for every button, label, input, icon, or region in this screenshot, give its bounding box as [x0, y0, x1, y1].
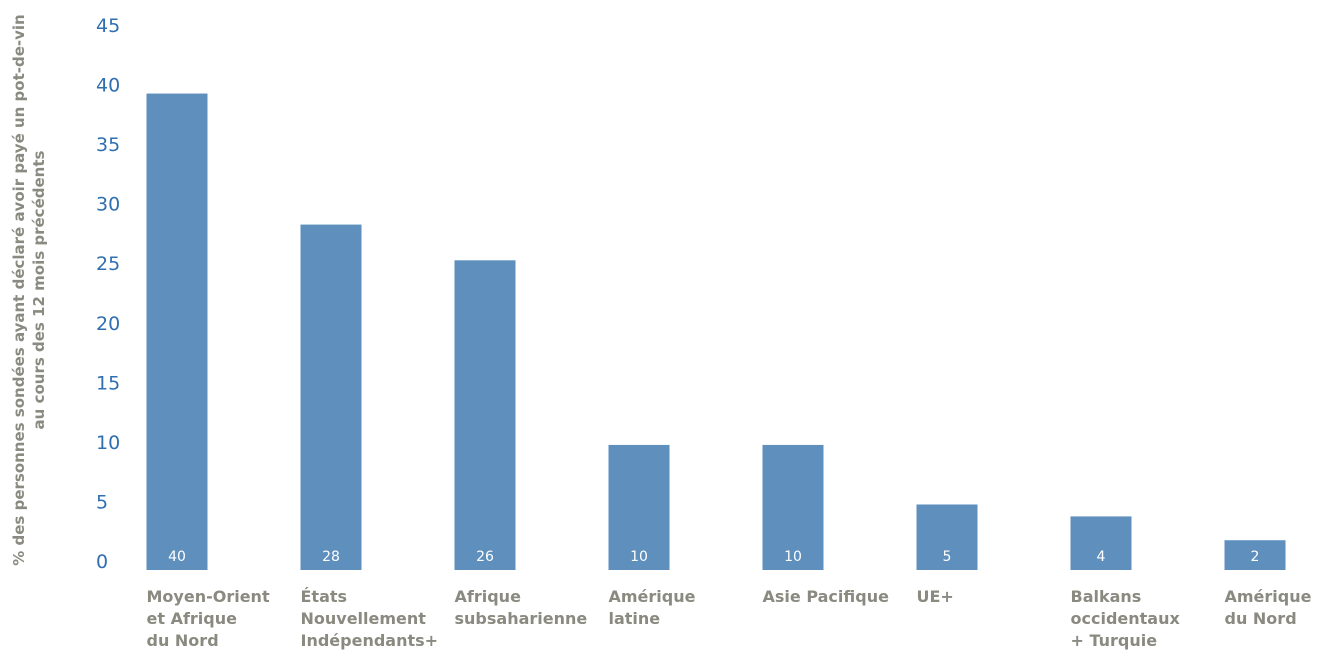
- bar-value-label: 10: [784, 549, 802, 565]
- category-label-line: latine: [609, 609, 661, 628]
- bar-value-label: 26: [476, 549, 494, 565]
- category-label: Balkans occidentaux + Turquie: [1071, 587, 1181, 650]
- bar: [762, 444, 824, 570]
- bar-value-label: 5: [943, 549, 952, 565]
- category-label-line: occidentaux: [1071, 609, 1181, 628]
- y-tick-label: 0: [96, 551, 108, 573]
- category-label-line: du Nord: [147, 631, 219, 650]
- bar: [146, 93, 208, 571]
- category-label-line: Asie Pacifique: [763, 587, 890, 606]
- category-label-line: + Turquie: [1071, 631, 1158, 650]
- category-label-line: du Nord: [1225, 609, 1297, 628]
- y-tick-label: 5: [96, 491, 108, 513]
- category-label-line: subsaharienne: [455, 609, 588, 628]
- category-label: Amérique du Nord: [1225, 587, 1312, 628]
- bar: [916, 504, 978, 570]
- y-tick-label: 10: [96, 432, 120, 454]
- bar-value-label: 40: [168, 549, 186, 565]
- y-tick-label: 45: [96, 15, 120, 37]
- category-label: Moyen-Orient et Afrique du Nord: [147, 587, 270, 650]
- bar-value-label: 10: [630, 549, 648, 565]
- y-tick-label: 30: [96, 194, 120, 216]
- data-labels: 40 28 26 10 10 5 4 2: [168, 549, 1259, 565]
- y-tick-label: 35: [96, 134, 120, 156]
- category-label-line: Indépendants+: [301, 631, 439, 650]
- category-label-line: Afrique: [455, 587, 522, 606]
- category-label-line: Amérique: [609, 587, 696, 606]
- y-axis-title-line: au cours des 12 mois précédents: [30, 150, 48, 429]
- category-label-line: États: [301, 587, 348, 606]
- category-label: Asie Pacifique: [763, 587, 890, 606]
- category-label-line: Amérique: [1225, 587, 1312, 606]
- category-label-line: Moyen-Orient: [147, 587, 270, 606]
- y-tick-label: 15: [96, 372, 120, 394]
- bar: [300, 224, 362, 571]
- y-axis-title-line: % des personnes sondées ayant déclaré av…: [10, 14, 28, 565]
- category-label-line: Nouvellement: [301, 609, 427, 628]
- category-label-line: UE+: [917, 587, 954, 606]
- bar: [608, 444, 670, 570]
- bar-value-label: 28: [322, 549, 340, 565]
- y-tick-label: 25: [96, 253, 120, 275]
- category-label: Afrique subsaharienne: [455, 587, 588, 628]
- category-label: UE+: [917, 587, 954, 606]
- y-axis-label: % des personnes sondées ayant déclaré av…: [10, 14, 48, 565]
- y-tick-label: 20: [96, 313, 120, 335]
- bars: [146, 93, 1286, 571]
- bar: [1224, 540, 1286, 570]
- category-label-line: et Afrique: [147, 609, 238, 628]
- y-tick-label: 40: [96, 75, 120, 97]
- x-axis-categories: Moyen-Orient et Afrique du Nord États Nouvel…: [147, 587, 1312, 650]
- bar: [1070, 516, 1132, 570]
- bar-value-label: 2: [1251, 549, 1260, 565]
- bar-value-label: 4: [1097, 549, 1106, 565]
- y-axis-title: % des personnes sondées ayant déclaré av…: [10, 14, 48, 565]
- category-label: Amérique latine: [609, 587, 696, 628]
- y-axis-ticks: 0 5 10 15 20 25 30 35 40 45: [96, 15, 120, 573]
- bar: [454, 260, 516, 570]
- category-label-line: Balkans: [1071, 587, 1142, 606]
- category-label: États Nouvellement Indépendants+: [301, 587, 439, 650]
